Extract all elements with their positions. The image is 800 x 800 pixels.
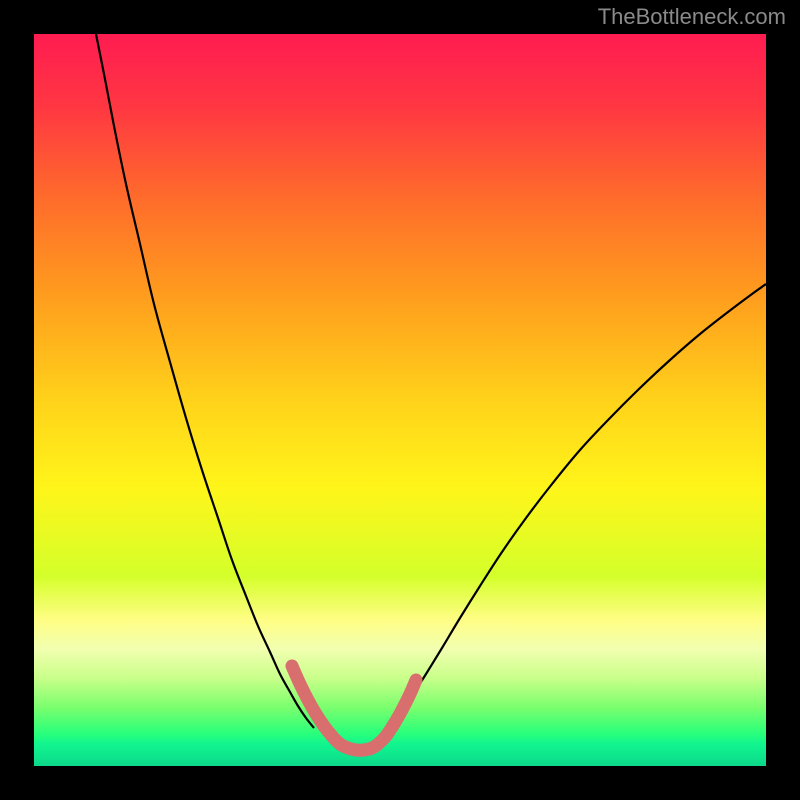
watermark-text: TheBottleneck.com [598,4,786,30]
curve-layer [34,34,766,766]
bottleneck-curve-left [96,34,314,728]
optimal-range-marker [292,666,416,750]
plot-area [34,34,766,766]
figure-frame: TheBottleneck.com [0,0,800,800]
bottleneck-curve-right [390,284,766,728]
